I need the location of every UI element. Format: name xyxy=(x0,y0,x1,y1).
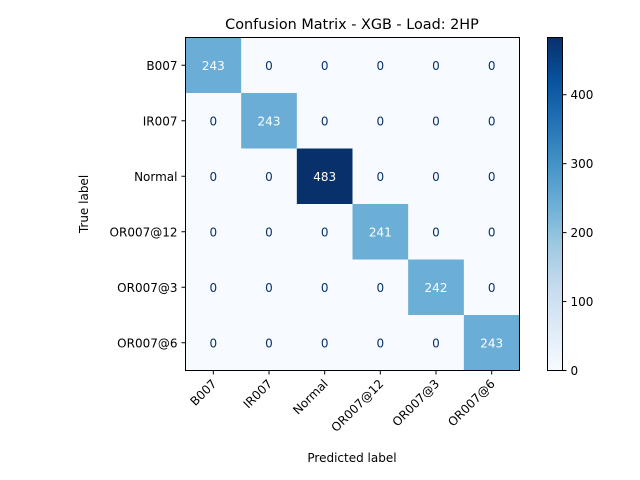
cell-value-label: 0 xyxy=(488,225,496,239)
y-axis-ticks: B007 IR007 Normal OR007@12 OR007@3 OR007@6 xyxy=(110,59,186,350)
cell-value-label: 0 xyxy=(210,281,218,295)
cell-value-label: 0 xyxy=(321,225,329,239)
heatmap-cell xyxy=(408,37,465,94)
cell-value-label: 242 xyxy=(425,281,448,295)
cell-value-label: 0 xyxy=(321,114,329,128)
heatmap-cell xyxy=(241,37,298,94)
x-tick-label: OR007@6 xyxy=(445,377,498,430)
chart-title: Confusion Matrix - XGB - Load: 2HP xyxy=(225,17,479,33)
heatmap-cell xyxy=(408,315,465,371)
cell-value-label: 0 xyxy=(377,114,385,128)
colorbar xyxy=(547,37,563,371)
x-tick-label: B007 xyxy=(188,377,220,409)
heatmap-cell xyxy=(185,204,242,260)
cell-value-label: 243 xyxy=(480,336,503,350)
heatmap-cell xyxy=(241,315,298,371)
cell-value-label: 0 xyxy=(210,336,218,350)
colorbar-tick-label: 400 xyxy=(571,88,594,102)
heatmap-cell xyxy=(185,93,242,149)
heatmap-cell xyxy=(185,148,242,205)
x-tick-label: OR007@12 xyxy=(328,377,386,435)
cell-value-label: 0 xyxy=(377,336,385,350)
heatmap-cell xyxy=(241,93,298,149)
heatmap-cell xyxy=(463,37,520,94)
cell-value-label: 0 xyxy=(210,170,218,184)
heatmap-cell xyxy=(352,148,409,205)
cell-value-label: 0 xyxy=(321,281,329,295)
cell-value-label: 0 xyxy=(377,281,385,295)
heatmap-cell xyxy=(408,259,465,316)
x-axis-title: Predicted label xyxy=(307,451,396,465)
heatmap-cell xyxy=(352,315,409,371)
cell-value-label: 0 xyxy=(488,281,496,295)
heatmap-cell xyxy=(463,259,520,316)
y-tick-label: Normal xyxy=(134,170,177,184)
cell-value-label: 243 xyxy=(258,114,281,128)
heatmap-cell xyxy=(463,93,520,149)
colorbar-ticks: 0 100 200 300 400 xyxy=(562,88,594,378)
heatmap-cell xyxy=(463,148,520,205)
cell-value-label: 0 xyxy=(210,114,218,128)
heatmap-cell xyxy=(463,315,520,371)
heatmap-cell xyxy=(463,204,520,260)
cell-value-label: 0 xyxy=(488,59,496,73)
x-tick-label: Normal xyxy=(290,377,331,418)
cell-value-label: 0 xyxy=(488,170,496,184)
cell-value-label: 241 xyxy=(369,225,392,239)
cell-value-label: 0 xyxy=(265,225,273,239)
heatmap-cell xyxy=(408,148,465,205)
heatmap-cell xyxy=(352,259,409,316)
heatmap-cell xyxy=(408,204,465,260)
x-tick-label: IR007 xyxy=(241,377,275,411)
cell-value-label: 0 xyxy=(432,59,440,73)
y-tick-label: OR007@6 xyxy=(117,336,177,350)
plot-frame xyxy=(185,37,520,371)
colorbar-tick-label: 300 xyxy=(571,157,594,171)
heatmap-cell xyxy=(352,204,409,260)
heatmap-cell xyxy=(296,37,353,94)
heatmap-cell xyxy=(296,93,353,149)
cell-value-label: 0 xyxy=(488,114,496,128)
y-tick-label: IR007 xyxy=(143,114,178,128)
heatmap-cell xyxy=(296,148,353,205)
cell-value-label: 483 xyxy=(313,170,336,184)
heatmap-cell xyxy=(296,315,353,371)
heatmap-cell xyxy=(185,315,242,371)
cell-value-label: 0 xyxy=(321,336,329,350)
cell-value-label: 0 xyxy=(265,170,273,184)
x-tick-label: OR007@3 xyxy=(390,377,443,430)
heatmap-cell xyxy=(296,204,353,260)
cell-value-label: 0 xyxy=(265,336,273,350)
heatmap-cell xyxy=(241,148,298,205)
cell-value-label: 0 xyxy=(210,225,218,239)
heatmap-cell xyxy=(185,259,242,316)
cell-value-label: 243 xyxy=(202,59,225,73)
heatmap-cell xyxy=(185,37,242,94)
cell-value-label: 0 xyxy=(377,59,385,73)
cell-value-label: 0 xyxy=(432,170,440,184)
heatmap-cell xyxy=(352,37,409,94)
y-tick-label: B007 xyxy=(146,59,177,73)
cell-value-label: 0 xyxy=(432,114,440,128)
heatmap-cell xyxy=(408,93,465,149)
heatmap-cells: 243 0 0 0 0 0 0 243 0 0 0 0 0 0 483 0 0 0 0 0 0 241 0 0 0 0 0 0 242 0… xyxy=(185,37,520,371)
colorbar-tick-label: 100 xyxy=(571,295,594,309)
cell-value-label: 0 xyxy=(321,59,329,73)
heatmap-cell xyxy=(241,204,298,260)
heatmap-cell xyxy=(241,259,298,316)
heatmap-cell xyxy=(296,259,353,316)
cell-value-label: 0 xyxy=(265,281,273,295)
y-tick-label: OR007@12 xyxy=(110,225,178,239)
cell-value-label: 0 xyxy=(432,336,440,350)
colorbar-tick-label: 0 xyxy=(571,364,579,378)
cell-value-label: 0 xyxy=(265,59,273,73)
y-axis-title: True label xyxy=(77,175,91,234)
colorbar-tick-label: 200 xyxy=(571,226,594,240)
y-tick-label: OR007@3 xyxy=(117,281,177,295)
heatmap-cell xyxy=(352,93,409,149)
cell-value-label: 0 xyxy=(432,225,440,239)
cell-value-label: 0 xyxy=(377,170,385,184)
